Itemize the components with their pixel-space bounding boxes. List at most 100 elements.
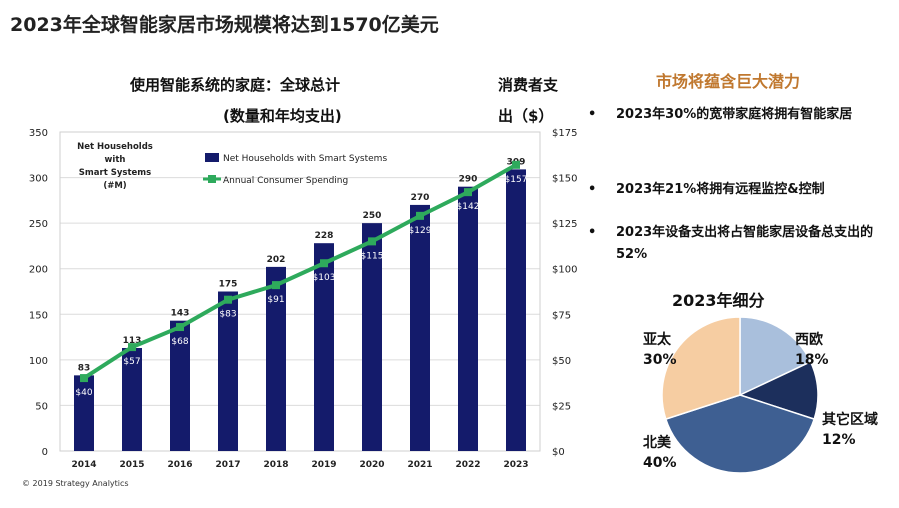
bar — [458, 186, 478, 451]
pie-label-name: 亚太 — [643, 332, 671, 348]
y-left-axis-label: Smart Systems — [79, 168, 151, 178]
y-right-tick-label: $0 — [552, 447, 565, 458]
pie-label-value: 30% — [643, 352, 677, 368]
bar — [74, 375, 94, 451]
x-tick-label: 2016 — [167, 460, 192, 470]
bar — [506, 169, 526, 451]
spending-point — [128, 343, 136, 352]
y-left-tick-label: 0 — [42, 447, 48, 458]
bullet-dot-icon: • — [588, 225, 597, 240]
pie-label-asia-pacific: 亚太 30% — [643, 330, 677, 370]
y-right-tick-label: $25 — [552, 401, 571, 412]
spending-value-label: $115 — [361, 251, 384, 261]
bar — [122, 348, 142, 451]
plot-frame — [59, 131, 541, 452]
y-right-tick-label: $175 — [552, 128, 577, 139]
bar-value-label: 143 — [171, 309, 190, 319]
right-axis-title-line1: 消费者支 — [498, 76, 559, 94]
bar-value-label: 83 — [78, 363, 91, 373]
spending-point — [320, 259, 328, 268]
x-tick-label: 2014 — [71, 460, 96, 470]
bullet-dot-icon: • — [588, 182, 597, 197]
spending-point — [80, 374, 88, 383]
x-tick-label: 2023 — [503, 460, 528, 470]
pie-label-western-europe: 西欧 18% — [795, 330, 829, 370]
bar — [410, 204, 430, 451]
bullet-text: 2023年30%的宽带家庭将拥有智能家居 — [616, 107, 853, 122]
bullet-item: • 2023年设备支出将占智能家居设备总支出的52% — [588, 222, 888, 266]
y-right-tick-label: $50 — [552, 356, 571, 367]
bar — [362, 223, 382, 451]
y-left-tick-label: 350 — [29, 128, 48, 139]
spending-point — [512, 160, 520, 169]
y-left-tick-label: 150 — [29, 310, 48, 321]
bar-value-label: 270 — [411, 193, 430, 203]
spending-value-label: $83 — [219, 310, 236, 320]
pie-label-value: 12% — [822, 432, 856, 448]
spending-value-label: $157 — [505, 175, 528, 185]
bar — [218, 291, 238, 451]
pie-slice — [661, 316, 741, 421]
pie-label-name: 北美 — [643, 435, 671, 451]
spending-point — [224, 295, 232, 304]
legend-line-label: Annual Consumer Spending — [223, 176, 348, 186]
y-right-tick-label: $100 — [552, 265, 577, 276]
y-left-tick-label: 50 — [35, 401, 48, 412]
x-tick-label: 2020 — [359, 460, 384, 470]
spending-line — [82, 163, 517, 380]
bar-value-label: 290 — [459, 175, 478, 185]
legend: Net Households with Smart Systems Annual … — [203, 153, 387, 186]
y-left-axis-label: Net Households — [77, 142, 153, 152]
spending-value-label: $129 — [409, 226, 432, 236]
pie-title: 2023年细分 — [672, 291, 765, 310]
y-right-tick-label: $150 — [552, 174, 577, 185]
chart-subtitle-line2: (数量和年均支出) — [223, 107, 342, 125]
spending-value-label: $103 — [313, 273, 336, 283]
bar — [170, 320, 190, 451]
spending-value-label: $91 — [267, 295, 284, 305]
spending-point — [272, 281, 280, 290]
pie-label-name: 西欧 — [795, 332, 823, 348]
x-tick-label: 2017 — [215, 460, 240, 470]
x-tick-label: 2015 — [119, 460, 144, 470]
x-tick-label: 2019 — [311, 460, 336, 470]
y-left-tick-label: 200 — [29, 265, 48, 276]
bullet-text: 2023年21%将拥有远程监控&控制 — [616, 182, 825, 197]
bars-layer: 83113143175202228250270290309 — [74, 157, 526, 451]
y-left-tick-label: 300 — [29, 174, 48, 185]
pie-label-value: 40% — [643, 455, 677, 471]
pie-label-other-regions: 其它区域 12% — [822, 410, 878, 450]
y-right-tick-label: $125 — [552, 219, 577, 230]
x-tick-label: 2021 — [407, 460, 432, 470]
x-tick-label: 2022 — [455, 460, 480, 470]
spending-point — [368, 237, 376, 246]
chart-subtitle-line1: 使用智能系统的家庭：全球总计 — [130, 76, 341, 94]
pie-label-name: 其它区域 — [822, 412, 878, 428]
bar-value-label: 175 — [219, 280, 238, 290]
bullet-item: • 2023年21%将拥有远程监控&控制 — [588, 179, 888, 201]
bullet-text: 2023年设备支出将占智能家居设备总支出的52% — [616, 225, 874, 262]
bar-value-label: 250 — [363, 211, 382, 221]
axis-layer: 0 50 100 150 200 250 300 350 $0 $25 $50 $75 $100 $125… — [29, 128, 578, 470]
y-left-axis-label: (#M) — [103, 181, 126, 191]
x-tick-label: 2018 — [263, 460, 288, 470]
bar-value-label: 228 — [315, 231, 334, 241]
y-left-axis-label: with — [105, 155, 126, 165]
spending-point — [416, 211, 424, 220]
bullet-item: • 2023年30%的宽带家庭将拥有智能家居 — [588, 104, 888, 126]
bar — [314, 243, 334, 451]
y-left-tick-label: 250 — [29, 219, 48, 230]
spending-value-label: $68 — [171, 337, 188, 347]
bar-value-label: 113 — [123, 336, 142, 346]
legend-bar-label: Net Households with Smart Systems — [223, 154, 387, 164]
right-panel-title: 市场将蕴含巨大潜力 — [656, 72, 801, 91]
legend-bar-swatch — [205, 153, 219, 162]
spending-point — [176, 323, 184, 332]
pie-slice — [664, 394, 816, 474]
pie-slice — [739, 316, 812, 397]
copyright-text: © 2019 Strategy Analytics — [22, 479, 129, 488]
spending-value-label: $142 — [457, 202, 480, 212]
bar — [266, 266, 286, 451]
spending-value-label: $57 — [123, 357, 140, 367]
right-axis-title-line2: 出（$） — [498, 107, 554, 125]
